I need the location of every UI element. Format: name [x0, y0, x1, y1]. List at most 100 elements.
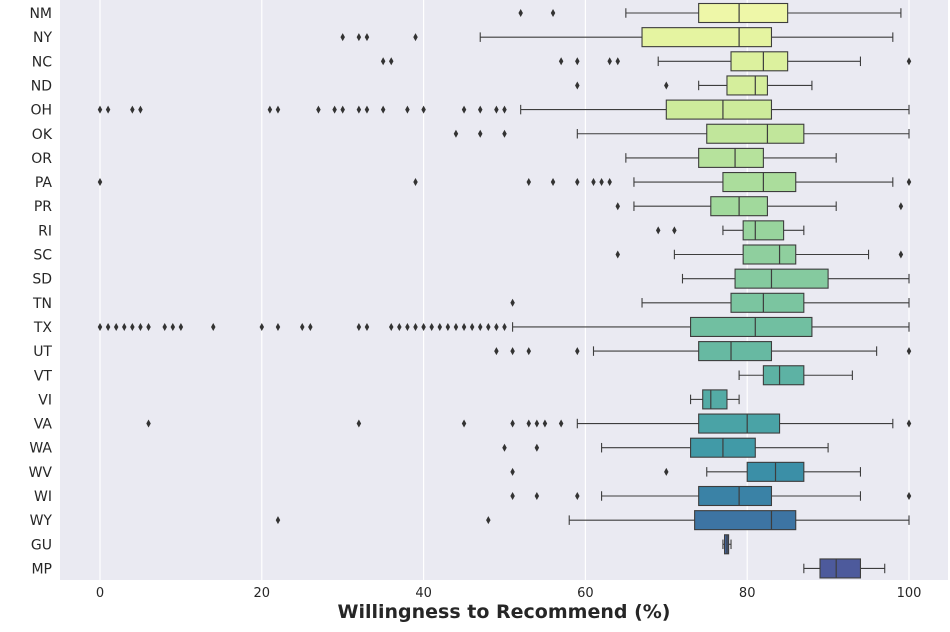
- y-tick-label-VA: VA: [34, 417, 53, 433]
- outlier-point: [97, 178, 103, 187]
- box-SD: [681, 268, 910, 289]
- outlier-point: [664, 81, 669, 90]
- box-VT: [738, 365, 853, 386]
- outlier-point: [615, 250, 620, 259]
- box-VI: [690, 389, 740, 410]
- outlier-point: [558, 419, 564, 428]
- outlier-point: [267, 105, 273, 114]
- outlier-point: [364, 33, 370, 42]
- box-ND: [575, 75, 813, 96]
- outlier-point: [356, 419, 362, 428]
- y-tick-label-SD: SD: [32, 272, 52, 288]
- x-tick-label: 20: [254, 586, 271, 601]
- x-tick-label: 100: [897, 586, 922, 601]
- outlier-point: [461, 322, 467, 331]
- outlier-point: [477, 129, 483, 138]
- box-PA: [97, 172, 912, 193]
- outlier-point: [437, 322, 443, 331]
- outlier-point: [534, 419, 540, 428]
- outlier-point: [469, 322, 475, 331]
- iqr-box: [665, 99, 773, 120]
- iqr-box: [730, 51, 789, 72]
- outlier-point: [130, 105, 135, 114]
- outlier-point: [429, 322, 434, 331]
- outlier-point: [364, 322, 370, 331]
- outlier-point: [494, 322, 499, 331]
- outlier-point: [105, 105, 111, 114]
- x-axis-label: Willingness to Recommend (%): [338, 601, 671, 623]
- outlier-point: [97, 105, 103, 114]
- outlier-point: [486, 516, 491, 525]
- outlier-point: [356, 105, 362, 114]
- outlier-point: [575, 347, 580, 356]
- outlier-point: [534, 443, 540, 452]
- iqr-box: [698, 2, 789, 24]
- outlier-point: [461, 419, 467, 428]
- iqr-box: [698, 147, 764, 168]
- outlier-point: [494, 105, 499, 114]
- y-tick-label-OH: OH: [30, 103, 52, 119]
- outlier-point: [655, 226, 661, 235]
- iqr-box: [706, 123, 805, 144]
- outlier-point: [275, 322, 281, 331]
- outlier-point: [453, 322, 459, 331]
- outlier-point: [259, 322, 265, 331]
- box-TX: [97, 316, 910, 338]
- outlier-point: [591, 178, 596, 187]
- box-NC: [380, 51, 912, 72]
- y-tick-label-OK: OK: [32, 127, 53, 143]
- outlier-point: [275, 516, 281, 525]
- box-GU: [722, 534, 732, 555]
- y-tick-label-TX: TX: [33, 320, 53, 336]
- outlier-point: [575, 492, 580, 500]
- outlier-point: [526, 419, 532, 428]
- outlier-point: [421, 105, 426, 114]
- outlier-point: [445, 322, 451, 331]
- outlier-point: [356, 322, 362, 331]
- outlier-point: [672, 226, 677, 235]
- outlier-point: [113, 322, 119, 331]
- outlier-point: [502, 443, 507, 452]
- outlier-point: [364, 105, 370, 114]
- box-UT: [494, 341, 912, 362]
- y-tick-label-WA: WA: [29, 441, 52, 457]
- outlier-point: [575, 57, 580, 66]
- iqr-box: [819, 558, 862, 579]
- x-axis-tick-labels: 0 20 40 60 80 100: [96, 586, 922, 601]
- y-tick-label-ND: ND: [31, 78, 52, 94]
- y-tick-label-GU: GU: [31, 537, 52, 553]
- iqr-box: [694, 510, 797, 531]
- gridlines: [99, 0, 910, 580]
- outlier-point: [453, 129, 459, 138]
- outlier-point: [906, 492, 912, 500]
- outlier-point: [413, 322, 418, 331]
- outlier-point: [510, 347, 515, 356]
- y-tick-label-NC: NC: [32, 54, 52, 70]
- outlier-point: [275, 105, 281, 114]
- outlier-point: [518, 9, 523, 17]
- outlier-point: [477, 105, 483, 114]
- y-tick-label-WV: WV: [29, 465, 53, 481]
- outlier-point: [477, 322, 483, 331]
- x-tick-label: 0: [96, 586, 104, 601]
- box-WY: [275, 510, 910, 531]
- outlier-point: [389, 322, 394, 331]
- outlier-point: [906, 419, 912, 428]
- outlier-point: [502, 322, 507, 331]
- outlier-point: [211, 322, 216, 331]
- outlier-point: [162, 322, 167, 331]
- x-tick-label: 40: [415, 586, 432, 601]
- iqr-box: [742, 244, 797, 265]
- outlier-point: [607, 57, 612, 66]
- y-tick-label-TN: TN: [32, 296, 52, 312]
- outlier-point: [170, 322, 176, 331]
- iqr-box: [726, 75, 768, 96]
- iqr-box: [702, 389, 728, 410]
- iqr-box: [762, 365, 805, 386]
- box-RI: [655, 220, 805, 241]
- outlier-point: [178, 322, 184, 331]
- outlier-point: [534, 492, 540, 500]
- outlier-point: [340, 33, 345, 42]
- outlier-point: [599, 178, 604, 187]
